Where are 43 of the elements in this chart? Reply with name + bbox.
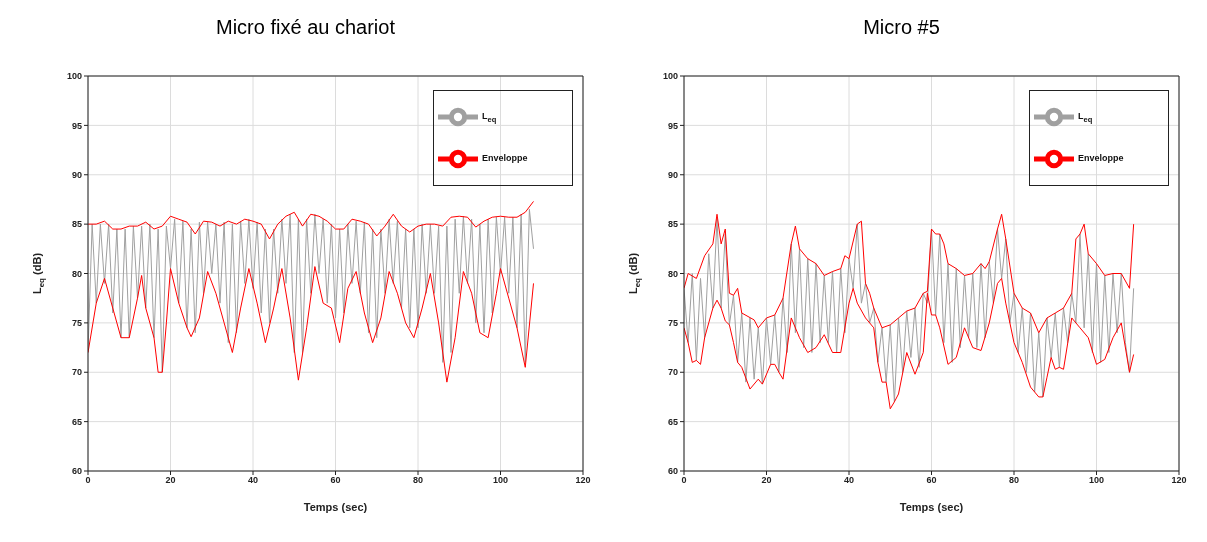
- y-tick-label: 95: [71, 120, 82, 131]
- x-tick-label: 120: [1171, 475, 1187, 486]
- y-tick-label: 95: [667, 120, 678, 131]
- line-series: [88, 200, 534, 240]
- y-tick-label: 80: [71, 268, 82, 279]
- x-tick-label: 20: [165, 475, 176, 486]
- x-tick-label: 100: [1088, 475, 1105, 486]
- x-tick-label: 60: [926, 475, 937, 486]
- y-tick-label: 70: [71, 367, 82, 378]
- x-tick-label: 80: [412, 475, 424, 486]
- y-tick-label: 75: [667, 318, 678, 329]
- legend-label: L$_{eq}$: [482, 111, 497, 125]
- legend-label: L$_{eq}$: [1078, 111, 1093, 125]
- y-tick-label: 85: [667, 219, 678, 230]
- x-tick-label: 60: [330, 475, 341, 486]
- x-tick-label: 40: [247, 475, 259, 486]
- y-tick-label: 100: [66, 71, 82, 82]
- y-tick-label: 90: [667, 169, 678, 180]
- line-series: [88, 208, 534, 373]
- line-series: [88, 266, 534, 383]
- x-tick-label: 0: [681, 475, 687, 486]
- x-axis-title: Temps (sec): [303, 501, 368, 513]
- legend-label: Enveloppe: [1078, 153, 1124, 164]
- x-tick-label: 80: [1008, 475, 1020, 486]
- x-tick-label: 0: [85, 475, 91, 486]
- y-tick-label: 100: [662, 71, 678, 82]
- y-tick-label: 60: [71, 466, 82, 477]
- x-tick-label: 100: [492, 475, 509, 486]
- y-tick-label: 70: [667, 367, 678, 378]
- y-tick-label: 90: [71, 169, 82, 180]
- chart-title: Micro fixé au chariot: [215, 15, 396, 40]
- chart-title: Micro #5: [862, 15, 941, 40]
- y-tick-label: 60: [667, 466, 678, 477]
- x-tick-label: 40: [843, 475, 855, 486]
- y-tick-label: 65: [71, 416, 82, 427]
- y-tick-label: 85: [71, 219, 82, 230]
- y-tick-label: 75: [71, 318, 82, 329]
- x-tick-label: 20: [761, 475, 772, 486]
- x-axis-title: Temps (sec): [899, 501, 964, 513]
- x-tick-label: 120: [575, 475, 591, 486]
- y-tick-label: 65: [667, 416, 678, 427]
- y-tick-label: 80: [667, 268, 678, 279]
- legend-label: Enveloppe: [482, 153, 528, 164]
